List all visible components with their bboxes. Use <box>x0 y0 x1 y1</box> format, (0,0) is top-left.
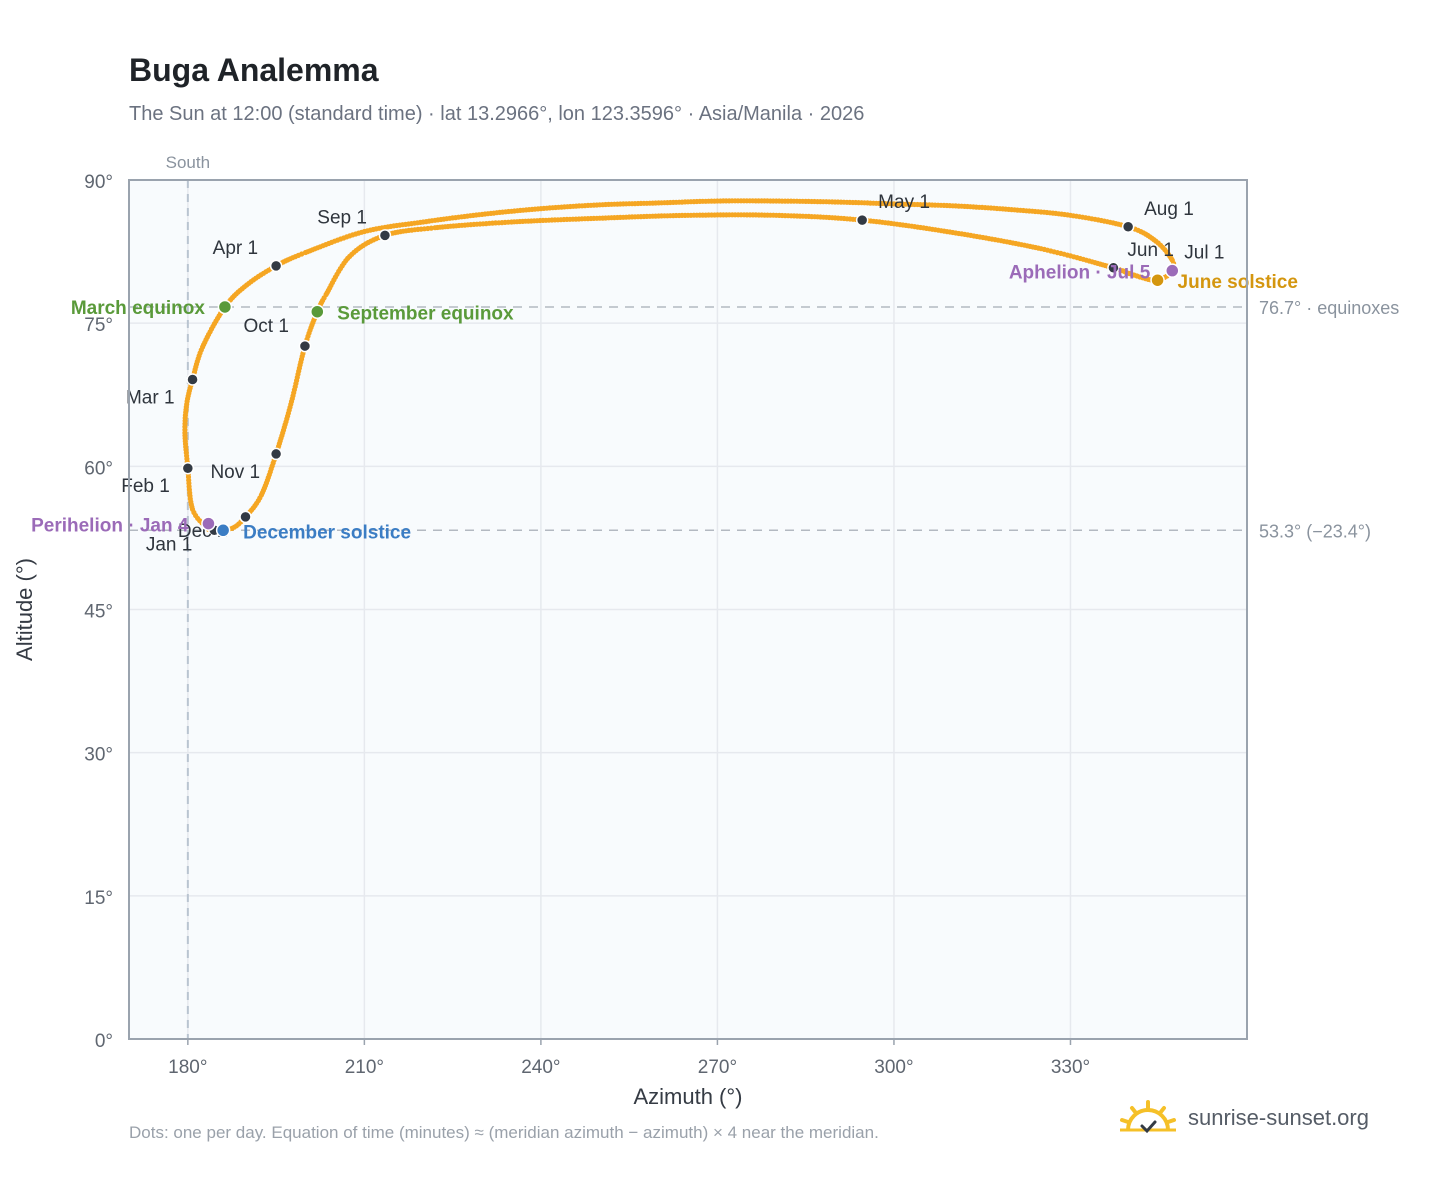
x-tick-label: 240° <box>521 1057 560 1078</box>
brand-name: sunrise-sunset.org <box>1188 1105 1369 1130</box>
x-tick-label: 210° <box>345 1057 384 1078</box>
month-marker <box>269 259 283 273</box>
markers-layer: Jan 1 Feb 1 Mar 1 Apr 1 May 1 Jun 1 Jul 1 Aug 1… <box>31 192 1298 555</box>
equinox-label: March equinox <box>71 298 206 319</box>
month-label: Feb 1 <box>121 476 170 497</box>
month-marker <box>239 510 252 524</box>
equinox-marker <box>310 304 325 319</box>
y-tick-label: 30° <box>84 745 113 766</box>
equinox-marker <box>217 299 233 315</box>
sun-logo-icon <box>1120 1100 1176 1134</box>
apsis-label: Perihelion · Jan 4 <box>31 516 189 537</box>
apsis-marker <box>201 516 216 531</box>
month-label: Oct 1 <box>244 316 289 337</box>
x-tick-label: 330° <box>1051 1057 1090 1078</box>
month-marker <box>269 447 283 461</box>
month-marker <box>181 461 195 475</box>
month-label: Nov 1 <box>210 462 260 483</box>
footnote: Dots: one per day. Equation of time (min… <box>129 1123 879 1142</box>
plot-frame <box>128 179 1248 1040</box>
y-axis-label: Altitude (°) <box>12 558 37 661</box>
reference-line-label: 76.7° · equinoxes <box>1259 298 1399 318</box>
analemma-curve <box>182 198 1177 532</box>
reference-lines: South 76.7° · equinoxes 53.3° (−23.4°) <box>129 153 1399 1039</box>
y-tick-label: 0° <box>95 1031 113 1052</box>
chart-subtitle: The Sun at 12:00 (standard time) · lat 1… <box>129 103 865 125</box>
y-tick-label: 15° <box>84 888 113 909</box>
month-marker <box>1107 261 1120 275</box>
month-label: Jul 1 <box>1184 243 1224 264</box>
month-label: Jan 1 <box>146 534 192 555</box>
solstice_dec-label: December solstice <box>243 522 411 543</box>
month-label: Sep 1 <box>317 207 367 228</box>
month-marker <box>1121 220 1135 234</box>
month-label: Apr 1 <box>213 238 258 259</box>
month-marker <box>378 229 392 242</box>
x-axis-label: Azimuth (°) <box>633 1084 742 1109</box>
y-tick-label: 75° <box>84 315 113 336</box>
solstice_dec-marker <box>215 523 231 538</box>
month-marker <box>298 339 312 353</box>
grid-layer <box>129 179 1247 1040</box>
solstice_jun-label: June solstice <box>1178 272 1298 293</box>
equinox-label: September equinox <box>337 304 514 325</box>
month-marker <box>855 213 869 227</box>
chart-title: Buga Analemma <box>129 52 379 88</box>
month-label: Mar 1 <box>126 387 175 408</box>
axes-layer: 180° 210° 240° 270° 300° 330° 0° 15° 30° 45° 60° 75… <box>12 172 1248 1109</box>
meridian-label: South <box>166 153 210 172</box>
brand: sunrise-sunset.org <box>1118 1100 1369 1136</box>
month-label: Aug 1 <box>1144 199 1194 220</box>
x-tick-label: 180° <box>168 1057 207 1078</box>
month-marker <box>186 373 199 386</box>
apsis-marker <box>1165 263 1180 278</box>
y-tick-label: 90° <box>84 172 113 193</box>
y-tick-label: 45° <box>84 602 113 623</box>
solstice_jun-marker <box>1150 272 1165 288</box>
x-tick-label: 270° <box>698 1057 737 1078</box>
month-label: Jun 1 <box>1127 240 1173 261</box>
apsis-label: Aphelion · Jul 5 <box>1009 263 1151 284</box>
y-tick-label: 60° <box>84 458 113 479</box>
month-label: May 1 <box>878 192 930 213</box>
reference-line-label: 53.3° (−23.4°) <box>1259 521 1371 541</box>
x-tick-label: 300° <box>874 1057 913 1078</box>
